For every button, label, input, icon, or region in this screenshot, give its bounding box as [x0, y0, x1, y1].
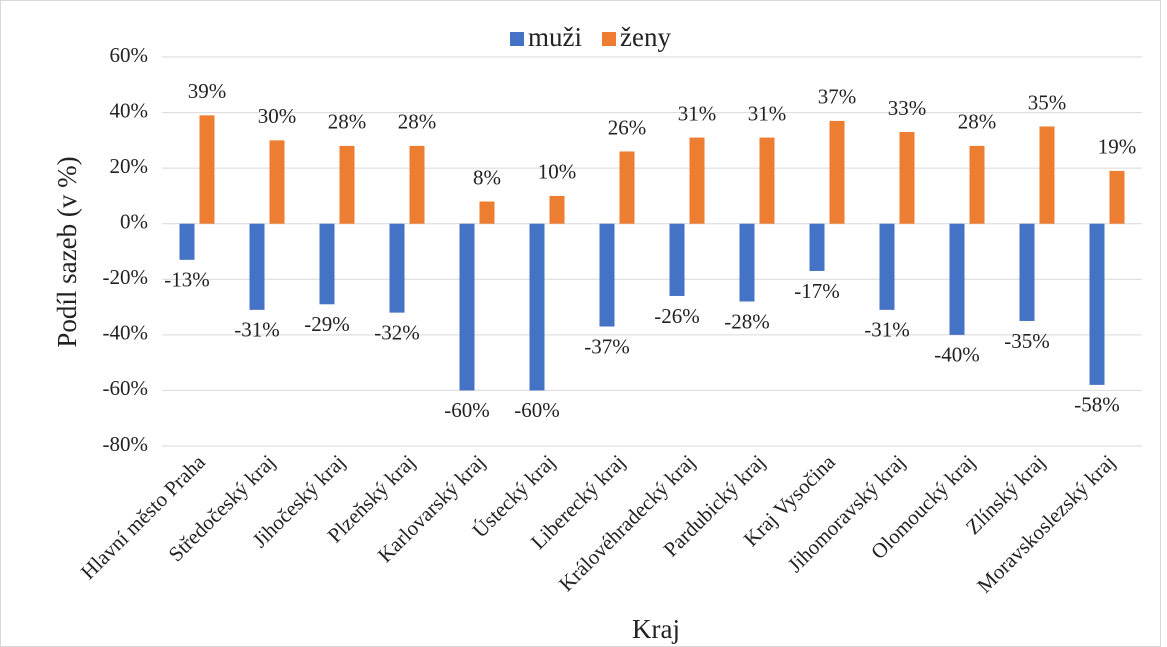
bar [319, 223, 335, 305]
y-tick-label: -40% [103, 321, 149, 345]
bar [599, 223, 615, 327]
data-label: 33% [888, 96, 927, 120]
bar [899, 132, 915, 224]
bar [1019, 223, 1035, 321]
bar [529, 223, 545, 391]
data-label: -60% [444, 398, 490, 422]
y-tick-label: -80% [103, 432, 149, 456]
data-label: -28% [724, 309, 770, 333]
data-label: -58% [1074, 393, 1120, 417]
bar [969, 145, 985, 224]
legend-label: muži [528, 22, 582, 52]
data-label: -32% [374, 320, 420, 344]
legend-swatch [602, 32, 616, 46]
data-label: -31% [234, 318, 280, 342]
bar [809, 223, 825, 271]
data-label: 28% [328, 110, 367, 134]
y-tick-label: -60% [103, 376, 149, 400]
bar [759, 137, 775, 224]
data-label: -37% [584, 334, 630, 358]
bar [249, 223, 265, 310]
bar [619, 151, 635, 224]
y-axis-title: Podíl sazeb (v %) [52, 156, 82, 347]
data-label: 37% [818, 85, 857, 109]
data-label: -13% [164, 268, 210, 292]
data-label: -26% [654, 304, 700, 328]
data-label: 30% [258, 104, 297, 128]
data-label: 35% [1028, 90, 1067, 114]
y-tick-label: -20% [103, 265, 149, 289]
bar [179, 223, 195, 260]
y-tick-label: 20% [110, 154, 149, 178]
y-tick-label: 0% [120, 210, 148, 234]
x-axis-title: Kraj [632, 614, 680, 644]
bar [479, 201, 495, 224]
data-label: 8% [473, 165, 501, 189]
data-label: -29% [304, 312, 350, 336]
data-label: -17% [794, 279, 840, 303]
bar [389, 223, 405, 313]
data-label: 10% [538, 160, 577, 184]
data-label: -31% [864, 318, 910, 342]
data-label: 39% [188, 79, 227, 103]
data-label: -40% [934, 343, 980, 367]
bar [879, 223, 895, 310]
data-label: 28% [398, 110, 437, 134]
y-tick-label: 60% [110, 43, 149, 67]
bar [409, 145, 425, 224]
bar [949, 223, 965, 335]
bar [829, 120, 845, 224]
bar [689, 137, 705, 224]
bar [739, 223, 755, 302]
bar [669, 223, 685, 296]
data-label: -35% [1004, 329, 1050, 353]
data-label: 26% [608, 115, 647, 139]
bar [1039, 126, 1055, 224]
bar [199, 115, 215, 224]
data-label: 19% [1098, 135, 1137, 159]
data-label: -60% [514, 398, 560, 422]
bar [269, 140, 285, 224]
y-tick-label: 40% [110, 98, 149, 122]
bar [459, 223, 475, 391]
legend-label: ženy [620, 22, 671, 52]
legend-swatch [510, 32, 524, 46]
bar [549, 195, 565, 224]
data-label: 28% [958, 110, 997, 134]
bar [1089, 223, 1105, 385]
data-label: 31% [678, 101, 717, 125]
bar [339, 145, 355, 224]
data-label: 31% [748, 101, 787, 125]
bar [1109, 170, 1125, 224]
